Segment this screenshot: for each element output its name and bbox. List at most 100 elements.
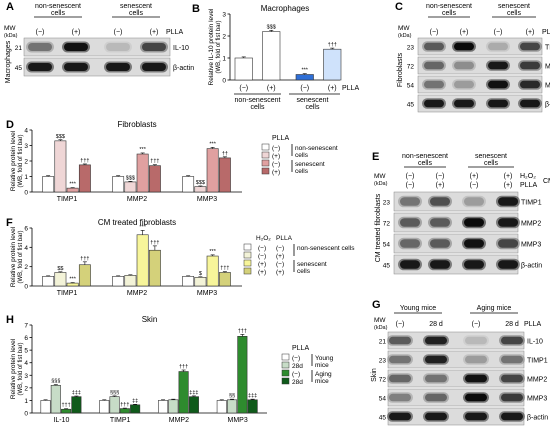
significance-label: $$$ bbox=[56, 134, 65, 140]
band-label: IL-10 bbox=[173, 45, 189, 52]
band-halo bbox=[463, 354, 489, 365]
lane-label: (−) bbox=[436, 173, 445, 180]
bar bbox=[216, 400, 227, 414]
legend-swatch bbox=[243, 259, 252, 267]
y-tick-label: 1 bbox=[24, 174, 28, 181]
band bbox=[26, 41, 54, 53]
group-label-non: cells bbox=[418, 160, 433, 167]
bar bbox=[112, 176, 125, 193]
side-label: CM treated fibroblasts bbox=[375, 193, 382, 262]
band bbox=[428, 195, 452, 208]
band bbox=[518, 79, 542, 90]
bar bbox=[194, 276, 207, 287]
blot-strip bbox=[387, 331, 525, 350]
group-label-sen: cells bbox=[129, 10, 144, 17]
bar bbox=[78, 164, 91, 193]
band bbox=[62, 61, 90, 73]
y-axis-label: Relative IL-10 protein level bbox=[208, 8, 215, 86]
band-core bbox=[400, 260, 420, 269]
bar bbox=[71, 396, 82, 414]
mw-value: 54 bbox=[407, 83, 415, 90]
band bbox=[486, 98, 510, 109]
bar bbox=[50, 385, 61, 414]
significance-label: *** bbox=[209, 249, 216, 255]
legend-group: mice bbox=[315, 362, 329, 369]
treatment-label: PLLA bbox=[166, 29, 183, 36]
blot-strip bbox=[387, 388, 525, 407]
legend-label: (+) bbox=[272, 153, 280, 160]
band-label: β-actin bbox=[521, 263, 542, 270]
mw-value: 72 bbox=[383, 221, 391, 228]
band bbox=[499, 392, 525, 403]
band-halo bbox=[387, 354, 413, 365]
band bbox=[463, 354, 489, 365]
blot-strip bbox=[387, 350, 525, 369]
legend-group: senescent bbox=[295, 161, 325, 168]
significance-label: $ bbox=[199, 271, 202, 277]
lane-label: (−) bbox=[470, 182, 479, 189]
band-core bbox=[28, 63, 52, 71]
band-core bbox=[424, 61, 444, 70]
band-halo bbox=[462, 195, 486, 208]
band bbox=[496, 216, 520, 229]
band-label: MMP2 bbox=[527, 377, 547, 384]
legend-group: cells bbox=[297, 268, 311, 275]
band-label: TIMP1 bbox=[527, 358, 548, 365]
band-halo bbox=[486, 41, 510, 52]
band bbox=[428, 258, 452, 271]
cm-label: CM bbox=[543, 178, 550, 185]
band bbox=[428, 216, 452, 229]
legend-label: 28d bbox=[292, 363, 303, 370]
band bbox=[422, 79, 446, 90]
band-label: IL-10 bbox=[527, 339, 543, 346]
y-axis-label: Relative protein level bbox=[10, 226, 17, 287]
y-tick-label: 1 bbox=[24, 398, 28, 405]
band-halo bbox=[452, 79, 476, 90]
lane-label: (−) bbox=[406, 173, 415, 180]
band-core bbox=[464, 239, 484, 248]
significance-label: *** bbox=[139, 224, 146, 230]
band-core bbox=[520, 99, 540, 108]
band bbox=[422, 60, 446, 71]
band bbox=[422, 98, 446, 109]
chart-title: Macrophages bbox=[261, 4, 309, 13]
y-tick-label: 2 bbox=[24, 264, 28, 271]
band-core bbox=[106, 43, 130, 51]
band-halo bbox=[499, 354, 525, 365]
legend-group: senescent bbox=[297, 261, 327, 268]
band bbox=[486, 79, 510, 90]
band-core bbox=[501, 355, 523, 364]
legend-label: (−) bbox=[272, 145, 280, 152]
significance-label: ‡‡ bbox=[132, 398, 138, 404]
band-core bbox=[400, 218, 420, 227]
y-tick-label: 2 bbox=[222, 34, 226, 41]
band bbox=[428, 237, 452, 250]
y-axis-label-2: (WB, fold of fist bar) bbox=[18, 342, 24, 395]
mw-value: 45 bbox=[15, 65, 23, 72]
band bbox=[423, 392, 449, 403]
band-halo bbox=[398, 237, 422, 250]
band bbox=[496, 258, 520, 271]
significance-label: §§§ bbox=[51, 379, 60, 385]
band bbox=[518, 41, 542, 52]
side-label: Macrophages bbox=[5, 40, 12, 83]
bar bbox=[218, 157, 231, 193]
significance-label: *** bbox=[69, 277, 76, 283]
legend-swatch bbox=[281, 353, 290, 361]
significance-label: ‡‡‡ bbox=[72, 390, 81, 396]
legend-label: (−) bbox=[292, 355, 300, 362]
band bbox=[499, 354, 525, 365]
band bbox=[462, 216, 486, 229]
bar bbox=[194, 186, 207, 193]
treatment-label: PLLA bbox=[520, 182, 537, 189]
legend-swatch bbox=[243, 267, 252, 275]
treatment-label: PLLA bbox=[342, 85, 359, 92]
band-core bbox=[142, 63, 166, 71]
bar bbox=[218, 272, 231, 287]
band-halo bbox=[423, 392, 449, 403]
legend-label: (−) bbox=[276, 261, 284, 268]
legend-label: 28d bbox=[292, 379, 303, 386]
band bbox=[62, 41, 90, 53]
band-core bbox=[464, 197, 484, 206]
lane-label: (+) bbox=[150, 29, 159, 36]
